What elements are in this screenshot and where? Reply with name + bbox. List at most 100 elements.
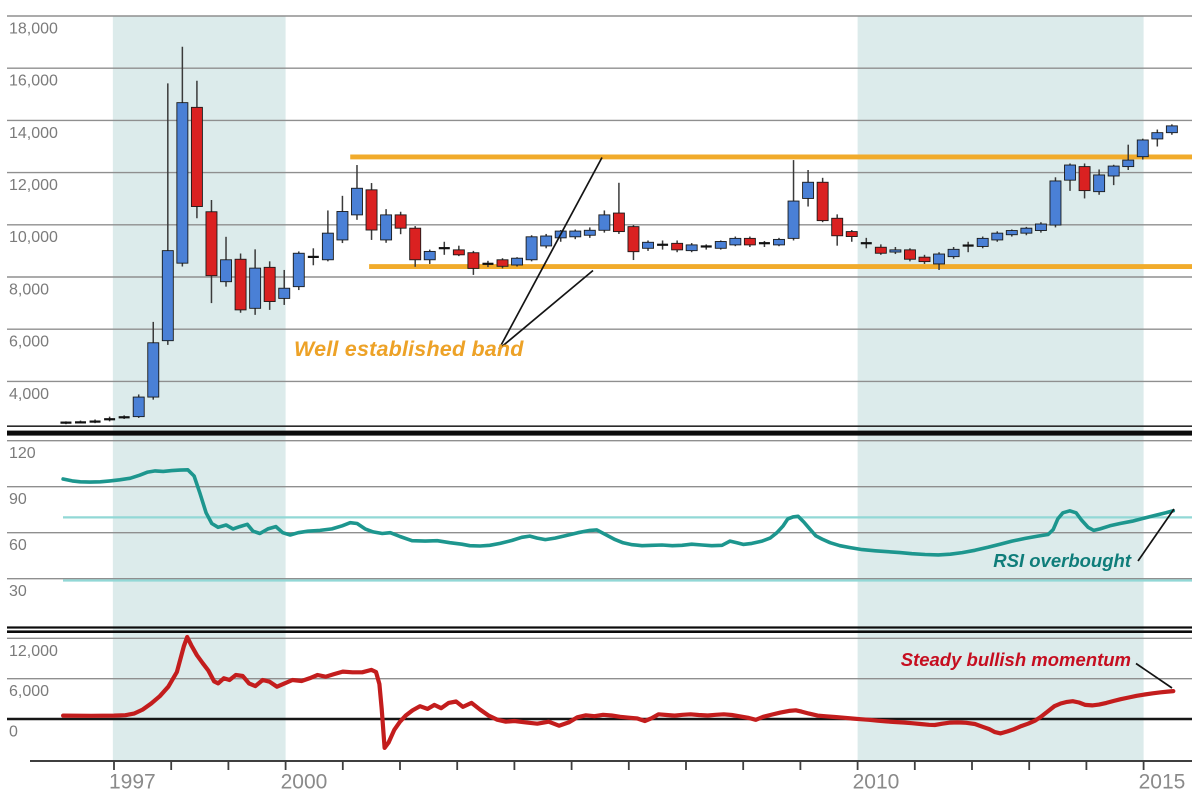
candle-down [190, 106, 203, 207]
candle-up [598, 214, 611, 231]
candle-up [540, 235, 553, 247]
y-tick-label: 0 [9, 723, 18, 740]
y-tick-label: 14,000 [9, 125, 58, 142]
y-tick-label: 6,000 [9, 683, 49, 700]
candle-up [642, 241, 654, 249]
rsi-series [61, 468, 1176, 557]
candle-up [249, 267, 262, 309]
candle-up [583, 229, 596, 236]
candle-up [1122, 159, 1135, 168]
candle-up [176, 102, 189, 264]
candle-up [1151, 132, 1164, 140]
candle-down [612, 212, 625, 233]
doji-dash [758, 242, 770, 245]
candle-up [1020, 227, 1033, 234]
candle-up [525, 236, 538, 261]
candle-up [380, 214, 393, 241]
candle-up [685, 244, 698, 252]
candle-up [1093, 174, 1106, 193]
candle-up [1107, 165, 1120, 177]
y-tick-label: 90 [9, 491, 27, 508]
candle-up [569, 230, 582, 238]
separator-thin [7, 626, 1192, 629]
recession-band [857, 16, 1144, 761]
candles [60, 46, 1178, 425]
candle-down [467, 252, 480, 269]
candle-up [947, 248, 960, 258]
candle-down [831, 217, 844, 237]
candle-up [773, 238, 785, 246]
y-tick-label: 120 [9, 445, 36, 462]
callout-line [498, 269, 594, 350]
callout-line [498, 157, 603, 350]
doji-dash [75, 421, 87, 424]
candle-down [627, 226, 640, 253]
candle-up [278, 287, 291, 299]
candle-up [714, 241, 727, 249]
candle-down [671, 242, 684, 251]
doji-dash [962, 244, 974, 247]
momentum-grid: 12,000 6,000 0 [7, 637, 1192, 740]
candle-up [511, 257, 524, 266]
candle-down [1078, 166, 1091, 192]
y-tick-label: 6,000 [9, 334, 49, 351]
candle-up [1064, 164, 1076, 181]
candle-up [1165, 125, 1178, 134]
candle-up [729, 237, 742, 246]
candle-up [161, 250, 174, 342]
momentum-series [61, 634, 1176, 750]
candle-down [845, 231, 858, 237]
candle-up [1005, 230, 1018, 236]
doji-dash [657, 243, 669, 246]
steady-bullish-momentum-label: Steady bullish momentum [900, 649, 1131, 670]
x-axis-year-label: 2000 [281, 770, 328, 793]
y-tick-label: 30 [9, 583, 27, 600]
candle-down [903, 249, 916, 260]
y-tick-label: 60 [9, 537, 27, 554]
y-tick-label: 16,000 [9, 73, 58, 90]
candle-down [409, 227, 422, 261]
separator-thick [7, 630, 1192, 633]
rsi-overbought-label: RSI overbought [993, 550, 1131, 571]
y-tick-label: 12,000 [9, 643, 58, 660]
candle-up [802, 181, 815, 199]
candle-up [147, 342, 160, 398]
x-axis-year-label: 2010 [853, 770, 900, 793]
candle-up [976, 237, 989, 247]
separator-thick [7, 430, 1192, 436]
callout-lines [498, 157, 1175, 689]
momentum-line [61, 634, 1176, 750]
candle-down [496, 259, 509, 267]
doji-dash [89, 420, 101, 423]
price-grid: 18,000 16,000 14,000 12,000 10,000 8,000 6,000… [7, 15, 1192, 403]
doji-dash [860, 242, 872, 245]
x-axis-year-label: 2015 [1139, 770, 1186, 793]
candle-up [787, 200, 800, 239]
y-tick-label: 4,000 [9, 386, 49, 403]
candle-down [816, 181, 829, 222]
doji-dash [482, 262, 494, 265]
candle-down [918, 256, 931, 263]
candle-up [351, 187, 363, 216]
candle-down [743, 237, 756, 246]
well-established-band-label: Well established band [294, 337, 524, 361]
callout-line [1135, 662, 1173, 689]
y-tick-label: 10,000 [9, 229, 58, 246]
doji-dash [307, 255, 319, 259]
candle-up [336, 211, 349, 241]
candle-up [321, 232, 334, 261]
candle-up [423, 250, 436, 261]
doji-dash [60, 421, 72, 424]
candle-up [1136, 139, 1149, 158]
doji-dash [438, 247, 450, 250]
candle-down [365, 189, 378, 231]
candle-down [234, 258, 247, 311]
rsi-grid: 120 90 60 30 [7, 440, 1192, 600]
candle-up [292, 252, 305, 288]
candle-down [394, 214, 407, 229]
candle-up [220, 259, 232, 283]
callout-line [1137, 508, 1175, 562]
doji-dash [118, 416, 130, 419]
